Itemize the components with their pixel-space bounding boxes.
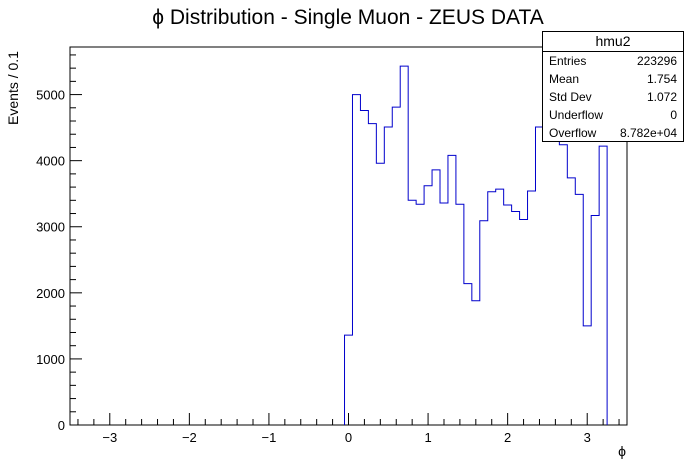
- histogram-bin: [559, 145, 567, 425]
- x-axis: −3 −2 −1 0 1 2 3: [77, 413, 620, 445]
- histogram-bin: [535, 127, 543, 425]
- histogram-bin: [424, 186, 432, 425]
- histogram-bin: [480, 221, 488, 425]
- histogram-bin: [528, 191, 536, 425]
- histogram-bin: [345, 335, 353, 425]
- histogram-layer: [344, 65, 608, 425]
- y-tick-label: 0: [58, 418, 65, 433]
- stats-title: hmu2: [543, 32, 683, 52]
- stats-row: Entries 223296: [543, 52, 683, 70]
- histogram-bin: [392, 107, 400, 425]
- stats-value: 8.782e+04: [619, 126, 677, 140]
- histogram-bin: [376, 163, 384, 425]
- y-axis: 0 1000 2000 3000 4000 5000: [36, 54, 82, 433]
- y-tick-label: 2000: [36, 286, 65, 301]
- histogram-bin: [599, 146, 607, 425]
- stats-label: Std Dev: [549, 90, 592, 104]
- stats-label: Entries: [549, 54, 587, 68]
- histogram-bin: [440, 203, 448, 425]
- stats-row: Overflow 8.782e+04: [543, 124, 683, 142]
- histogram-bin: [400, 66, 408, 425]
- chart-title: ϕ Distribution - Single Muon - ZEUS DATA: [152, 6, 543, 29]
- histogram-bin: [591, 216, 599, 425]
- y-tick-label: 1000: [36, 352, 65, 367]
- stats-row: Std Dev 1.072: [543, 88, 683, 106]
- stats-label: Mean: [549, 72, 580, 86]
- x-tick-label: −3: [102, 430, 117, 445]
- stats-value: 1.072: [646, 90, 677, 104]
- y-axis-label: Events / 0.1: [5, 51, 21, 125]
- x-axis-label: ϕ: [618, 443, 626, 459]
- histogram-bin: [567, 178, 575, 425]
- histogram-line: [344, 65, 608, 425]
- x-tick-label: −2: [182, 430, 197, 445]
- histogram-bin: [496, 189, 504, 425]
- histogram-bin: [488, 192, 496, 425]
- histogram-bin: [520, 219, 528, 425]
- stats-label: Overflow: [549, 126, 597, 140]
- y-tick-label: 4000: [36, 154, 65, 169]
- histogram-bin: [504, 205, 512, 425]
- x-tick-label: −1: [262, 430, 277, 445]
- x-tick-label: 3: [584, 430, 591, 445]
- stats-rows: Entries 223296 Mean 1.754 Std Dev 1.072 Underf…: [543, 52, 683, 142]
- histogram-bin: [352, 95, 360, 425]
- stats-value: 1.754: [646, 72, 677, 86]
- y-tick-label: 3000: [36, 220, 65, 235]
- histogram-bin: [472, 301, 480, 425]
- stats-value: 0: [670, 108, 677, 122]
- stats-row: Underflow 0: [543, 106, 683, 124]
- histogram-bin: [543, 121, 551, 425]
- stats-row: Mean 1.754: [543, 70, 683, 88]
- histogram-bin: [448, 155, 456, 425]
- histogram-bin: [551, 136, 559, 425]
- x-tick-label: 0: [345, 430, 352, 445]
- x-tick-label: 2: [504, 430, 511, 445]
- stats-label: Underflow: [549, 108, 604, 122]
- x-tick-label: 1: [424, 430, 431, 445]
- histogram-bin: [456, 204, 464, 425]
- histogram-bin: [416, 204, 424, 425]
- histogram-bin: [512, 212, 520, 425]
- stats-value: 223296: [636, 54, 677, 68]
- histogram-bin: [368, 124, 376, 425]
- histogram-bin: [360, 110, 368, 425]
- stats-box: hmu2 Entries 223296 Mean 1.754 Std Dev 1.072 U…: [542, 31, 684, 142]
- histogram-bin: [432, 170, 440, 425]
- histogram-bin: [408, 200, 416, 425]
- histogram-bin: [384, 127, 392, 425]
- histogram-bin: [464, 284, 472, 425]
- histogram-bin: [575, 194, 583, 425]
- histogram-bin: [583, 326, 591, 425]
- y-tick-label: 5000: [36, 88, 65, 103]
